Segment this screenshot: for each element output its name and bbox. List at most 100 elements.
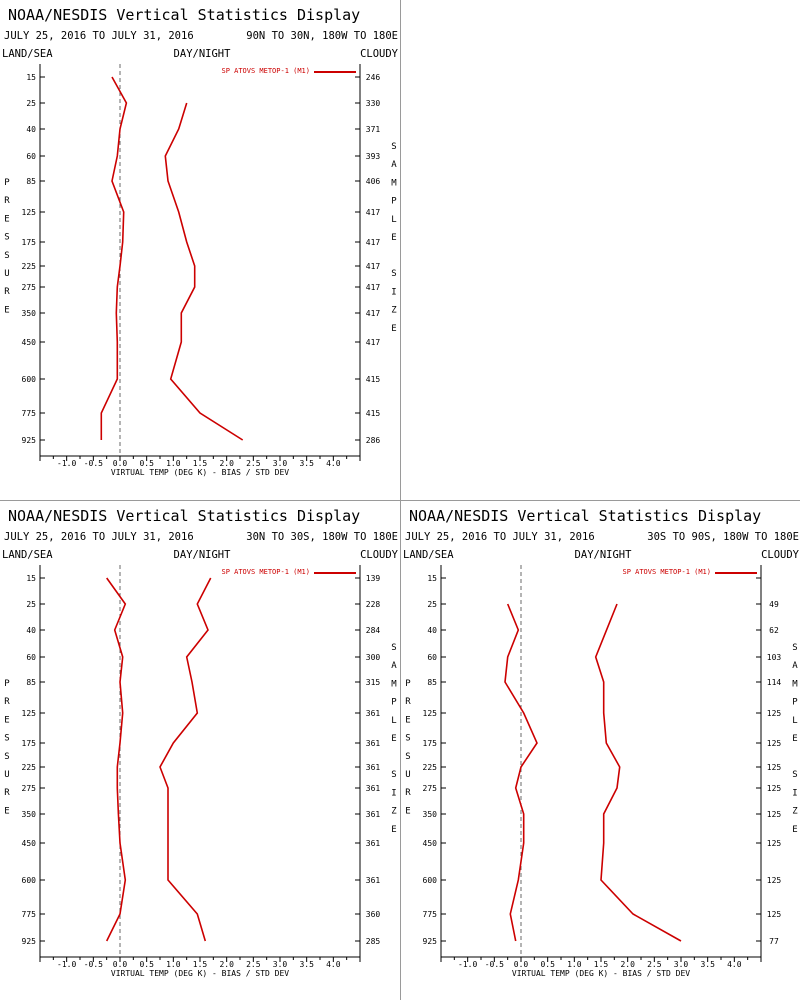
sample-size-label: 330 bbox=[366, 99, 381, 108]
sample-size-label: 371 bbox=[366, 125, 381, 134]
sample-size-letter: E bbox=[792, 825, 797, 835]
sample-size-label: 361 bbox=[366, 763, 381, 772]
date-range: JULY 25, 2016 TO JULY 31, 2016 bbox=[405, 531, 595, 543]
x-tick-label: 3.5 bbox=[299, 960, 314, 969]
bias-series-line bbox=[105, 577, 127, 942]
std-dev-series-line bbox=[159, 577, 212, 942]
sample-size-label: 125 bbox=[767, 739, 782, 748]
pressure-label: 40 bbox=[427, 626, 437, 635]
chart-panel-northern: NOAA/NESDIS Vertical Statistics Display J… bbox=[0, 0, 400, 500]
x-tick-label: 0.5 bbox=[139, 459, 154, 468]
x-tick-label: 2.5 bbox=[647, 960, 662, 969]
x-tick-label: 0.0 bbox=[113, 459, 128, 468]
pressure-label: 15 bbox=[427, 574, 437, 583]
pressure-label: 60 bbox=[427, 653, 437, 662]
x-axis-label: VIRTUAL TEMP (DEG K) - BIAS / STD DEV bbox=[111, 969, 289, 978]
sample-size-label: 315 bbox=[366, 678, 381, 687]
pressure-label: 275 bbox=[423, 784, 438, 793]
pressure-label: 15 bbox=[26, 574, 36, 583]
pressure-label: 175 bbox=[22, 739, 37, 748]
x-tick-label: 4.0 bbox=[326, 459, 341, 468]
pressure-letter: R bbox=[4, 788, 10, 798]
std-dev-series-line bbox=[594, 603, 682, 942]
x-tick-label: 2.5 bbox=[246, 459, 261, 468]
pressure-letter: E bbox=[4, 806, 9, 816]
sample-size-label: 361 bbox=[366, 839, 381, 848]
cloudy-label: CLOUDY bbox=[360, 549, 399, 561]
chart-svg: NOAA/NESDIS Vertical Statistics Display J… bbox=[403, 507, 800, 978]
sample-size-letter: E bbox=[391, 734, 396, 744]
sample-size-label: 139 bbox=[366, 574, 381, 583]
sample-size-label: 360 bbox=[366, 910, 381, 919]
sample-size-letter: S bbox=[792, 643, 797, 653]
pressure-letter: P bbox=[405, 679, 411, 689]
date-range: JULY 25, 2016 TO JULY 31, 2016 bbox=[4, 531, 194, 543]
pressure-label: 175 bbox=[423, 739, 438, 748]
pressure-letter: U bbox=[4, 269, 9, 279]
pressure-label: 450 bbox=[22, 338, 37, 347]
sample-size-label: 406 bbox=[366, 177, 381, 186]
chart-title: NOAA/NESDIS Vertical Statistics Display bbox=[8, 507, 360, 525]
sample-size-label: 125 bbox=[767, 839, 782, 848]
sample-size-label: 417 bbox=[366, 238, 381, 247]
sample-size-label: 361 bbox=[366, 810, 381, 819]
chart-title: NOAA/NESDIS Vertical Statistics Display bbox=[8, 6, 360, 24]
pressure-label: 600 bbox=[22, 876, 37, 885]
pressure-label: 450 bbox=[423, 839, 438, 848]
sample-size-letter: A bbox=[391, 661, 397, 671]
date-range: JULY 25, 2016 TO JULY 31, 2016 bbox=[4, 30, 194, 42]
x-tick-label: 2.0 bbox=[219, 459, 234, 468]
pressure-label: 60 bbox=[26, 653, 36, 662]
sample-size-label: 103 bbox=[767, 653, 782, 662]
pressure-letter: S bbox=[405, 752, 410, 762]
pressure-label: 600 bbox=[22, 375, 37, 384]
sample-size-label: 49 bbox=[769, 600, 779, 609]
x-tick-label: -1.0 bbox=[57, 960, 76, 969]
pressure-label: 175 bbox=[22, 238, 37, 247]
sample-size-letter: M bbox=[391, 679, 397, 689]
x-tick-label: 1.5 bbox=[193, 960, 208, 969]
pressure-label: 925 bbox=[423, 937, 438, 946]
pressure-letter: R bbox=[4, 697, 10, 707]
sample-size-label: 62 bbox=[769, 626, 779, 635]
sample-size-label: 125 bbox=[767, 876, 782, 885]
sample-size-label: 284 bbox=[366, 626, 381, 635]
x-axis-label: VIRTUAL TEMP (DEG K) - BIAS / STD DEV bbox=[512, 969, 690, 978]
x-tick-label: 3.5 bbox=[299, 459, 314, 468]
sample-size-letter: L bbox=[792, 716, 797, 726]
x-tick-label: 2.5 bbox=[246, 960, 261, 969]
pressure-label: 25 bbox=[26, 600, 36, 609]
sample-size-label: 361 bbox=[366, 876, 381, 885]
sample-size-label: 285 bbox=[366, 937, 381, 946]
chart-svg: NOAA/NESDIS Vertical Statistics Display J… bbox=[2, 507, 399, 978]
sample-size-label: 125 bbox=[767, 709, 782, 718]
pressure-letter: P bbox=[4, 679, 10, 689]
pressure-label: 225 bbox=[423, 763, 438, 772]
land-sea-label: LAND/SEA bbox=[403, 549, 454, 561]
x-tick-label: 1.0 bbox=[166, 960, 181, 969]
pressure-label: 25 bbox=[26, 99, 36, 108]
sample-size-label: 125 bbox=[767, 810, 782, 819]
x-tick-label: -1.0 bbox=[57, 459, 76, 468]
x-tick-label: 0.5 bbox=[540, 960, 555, 969]
pressure-letter: E bbox=[4, 715, 9, 725]
region-label: 90N TO 30N, 180W TO 180E bbox=[246, 30, 398, 42]
sample-size-letter: S bbox=[391, 643, 396, 653]
pressure-label: 40 bbox=[26, 626, 36, 635]
sample-size-letter: Z bbox=[391, 807, 397, 817]
sample-size-letter: P bbox=[792, 698, 798, 708]
pressure-letter: U bbox=[405, 770, 410, 780]
x-tick-label: 3.5 bbox=[700, 960, 715, 969]
pressure-label: 85 bbox=[26, 678, 36, 687]
sample-size-letter: A bbox=[792, 661, 798, 671]
sample-size-label: 415 bbox=[366, 409, 381, 418]
sample-size-label: 114 bbox=[767, 678, 782, 687]
x-tick-label: 1.5 bbox=[594, 960, 609, 969]
pressure-letter: S bbox=[4, 752, 9, 762]
sample-size-letter: S bbox=[391, 770, 396, 780]
sample-size-label: 125 bbox=[767, 763, 782, 772]
pressure-label: 225 bbox=[22, 763, 37, 772]
x-tick-label: 0.5 bbox=[139, 960, 154, 969]
day-night-label: DAY/NIGHT bbox=[575, 549, 633, 561]
pressure-label: 775 bbox=[423, 910, 438, 919]
